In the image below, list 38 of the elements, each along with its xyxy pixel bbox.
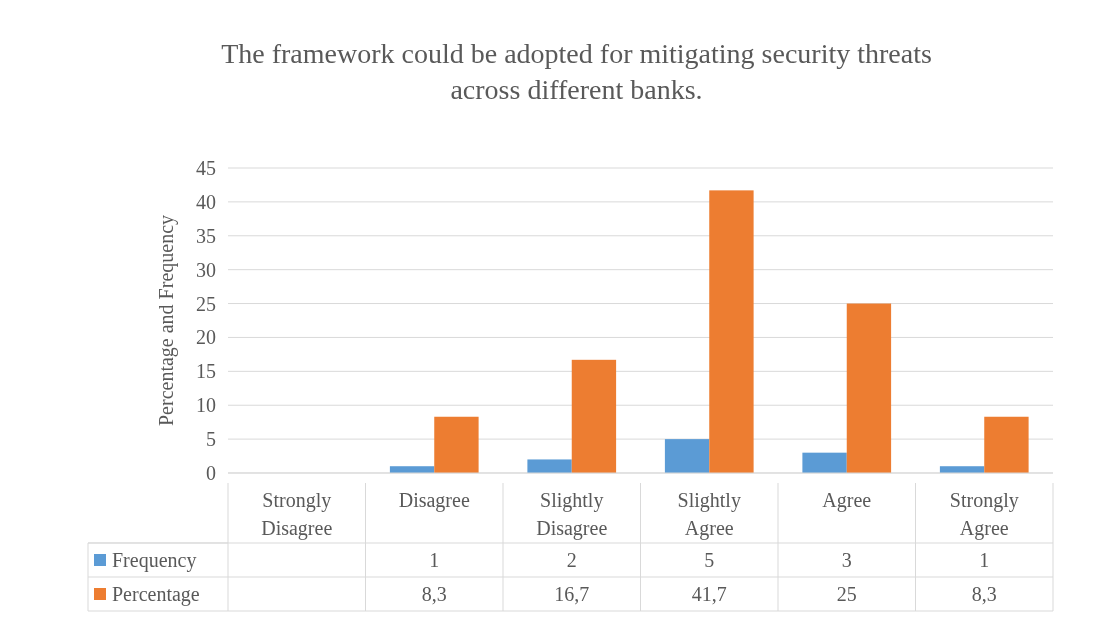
bar (434, 416, 479, 473)
y-tick-label: 10 (196, 394, 216, 417)
y-axis-title: Percentage and Frequency (155, 214, 178, 427)
x-tick-label: Slightly Agree (677, 489, 741, 540)
bar (527, 459, 572, 473)
bar (664, 439, 710, 473)
data-label: 1 (429, 549, 440, 571)
x-tick-label: Strongly Disagree (261, 489, 333, 540)
x-tick-label: Strongly Agree (949, 489, 1019, 540)
bar (846, 303, 892, 473)
x-tick-label: Disagree (398, 489, 470, 512)
legend-label: Frequency (112, 549, 197, 572)
y-tick-label: 45 (196, 157, 216, 179)
y-tick-label: 30 (196, 258, 216, 281)
bar (571, 359, 617, 473)
data-label: 8,3 (971, 583, 997, 605)
data-label: 25 (836, 583, 857, 605)
y-tick-label: 25 (196, 292, 216, 315)
data-label: 1 (979, 549, 990, 571)
chart-title: The framework could be adopted for mitigating security threats across different banks. (221, 38, 932, 105)
bar (984, 416, 1029, 473)
y-tick-label: 0 (206, 462, 216, 484)
x-tick-label: Slightly Disagree (536, 489, 608, 540)
legend-label: Percentage (112, 583, 200, 606)
data-label: 2 (566, 549, 577, 571)
y-tick-label: 15 (196, 360, 216, 383)
y-tick-label: 5 (206, 428, 216, 451)
data-label: 8,3 (421, 583, 447, 605)
bar (802, 452, 847, 473)
y-tick-label: 35 (196, 224, 216, 247)
data-label: 5 (704, 549, 715, 571)
data-label: 3 (841, 549, 852, 571)
bar (709, 190, 754, 473)
x-tick-label: Agree (822, 489, 872, 512)
data-label: 16,7 (554, 583, 590, 605)
data-label: 41,7 (691, 583, 727, 605)
y-tick-label: 40 (196, 190, 216, 213)
y-tick-label: 20 (196, 326, 216, 349)
